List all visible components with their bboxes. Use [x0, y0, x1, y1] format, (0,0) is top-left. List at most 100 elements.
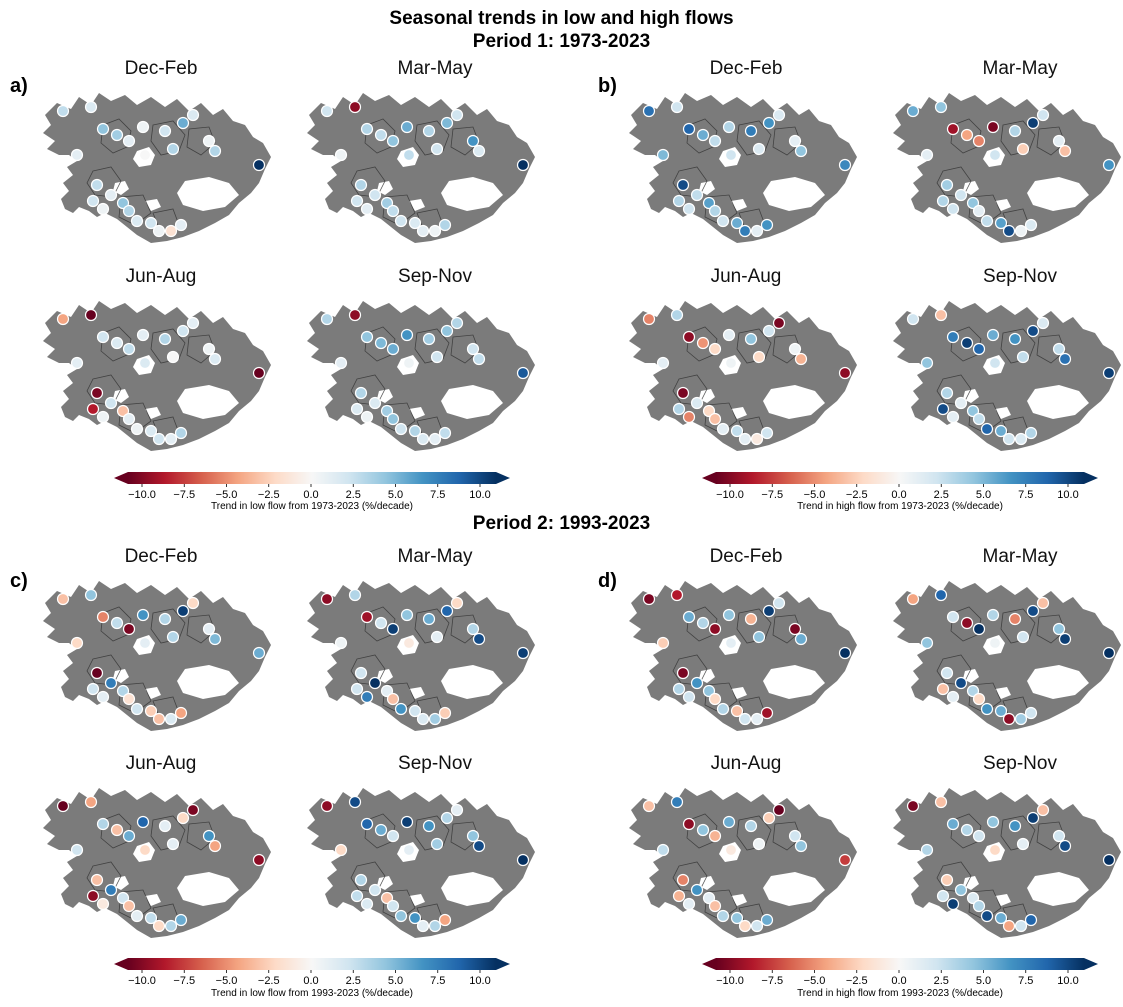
station-marker	[56, 592, 70, 606]
station-marker	[738, 224, 752, 238]
station-marker	[394, 702, 408, 716]
station-marker	[672, 889, 686, 903]
map-d-mam	[893, 581, 1121, 731]
station-marker	[1008, 612, 1022, 626]
station-marker	[752, 837, 766, 851]
map-b-mam-glacier	[995, 199, 1011, 211]
station-marker	[164, 712, 178, 726]
station-marker	[202, 134, 216, 148]
station-marker	[986, 328, 1000, 342]
station-marker	[96, 897, 110, 911]
map-a-jja-land	[43, 301, 271, 451]
station-marker	[428, 919, 442, 933]
colorbar-caption-c: Trend in low flow from 1993-2023 (%/deca…	[211, 988, 413, 999]
station-marker	[430, 837, 444, 851]
map-b-jja-glacier	[699, 389, 715, 403]
colorbar-extend-high	[1084, 958, 1098, 970]
map-a-son-glacier	[409, 407, 425, 419]
station-marker	[320, 312, 334, 326]
map-b-mam-catchment-outline	[950, 118, 982, 154]
station-marker	[136, 328, 150, 342]
station-marker	[752, 350, 766, 364]
station-marker	[516, 646, 530, 660]
map-b-mam-glacier	[1027, 177, 1089, 211]
map-a-mam-land	[307, 93, 535, 243]
station-marker	[174, 706, 188, 720]
station-marker	[752, 630, 766, 644]
station-marker	[252, 853, 266, 867]
station-marker	[84, 100, 98, 114]
station-marker	[750, 432, 764, 446]
station-marker	[772, 596, 786, 610]
station-marker	[1016, 630, 1030, 644]
station-marker	[86, 889, 100, 903]
station-marker	[428, 224, 442, 238]
station-marker	[1016, 350, 1030, 364]
map-a-jja-glacier	[177, 385, 239, 419]
colorbar-tick-label: 0.0	[303, 975, 318, 987]
station-marker	[1002, 432, 1016, 446]
station-marker	[986, 608, 1000, 622]
map-a-son-catchment-outline	[450, 334, 480, 364]
station-marker	[466, 622, 480, 636]
station-marker	[252, 158, 266, 172]
map-b-mam-glacier	[963, 181, 979, 195]
map-a-djf-glacier	[49, 183, 63, 191]
station-marker	[656, 148, 670, 162]
map-a-son-glacier	[441, 385, 503, 419]
station-marker	[838, 646, 852, 660]
station-marker	[368, 676, 382, 690]
map-b-jja-catchment-outline	[704, 402, 738, 434]
period1-title: Period 1: 1973-2023	[472, 31, 651, 52]
season-label-d-mam: Mar-May	[982, 546, 1058, 567]
station-marker	[450, 803, 464, 817]
map-a-jja-catchment-outline	[150, 328, 186, 364]
map-a-son-land	[307, 301, 535, 451]
colorbar-tick-label: −10.0	[716, 489, 744, 501]
station-marker	[682, 122, 696, 136]
map-b-son-glacier	[1027, 385, 1089, 419]
station-marker	[1036, 803, 1050, 817]
colorbar-tick-label: 2.5	[934, 975, 949, 987]
station-marker	[354, 873, 368, 887]
station-marker	[360, 410, 374, 424]
colorbar-caption-d: Trend in high flow from 1993-2023 (%/dec…	[797, 988, 1003, 999]
map-c-mam-catchment-outline	[450, 614, 480, 644]
station-marker	[1058, 352, 1072, 366]
station-marker	[164, 919, 178, 933]
station-marker	[682, 690, 696, 704]
map-c-djf-catchment-outline	[118, 682, 152, 714]
station-marker	[1002, 919, 1016, 933]
station-marker	[708, 899, 722, 913]
station-marker	[690, 676, 704, 690]
station-marker	[642, 312, 656, 326]
panel-letter-d: d)	[598, 570, 617, 592]
map-b-jja	[629, 301, 857, 451]
station-marker	[208, 632, 222, 646]
map-d-son-catchment-outline	[1000, 815, 1036, 851]
station-marker	[394, 422, 408, 436]
colorbar-gradient	[128, 958, 496, 970]
station-marker	[438, 913, 452, 927]
map-c-son-catchment-outline	[364, 813, 396, 849]
station-marker	[408, 704, 422, 718]
station-marker	[402, 636, 416, 650]
map-c-jja-catchment-outline	[118, 889, 152, 921]
station-marker	[386, 622, 400, 636]
station-marker	[70, 843, 84, 857]
station-marker	[838, 158, 852, 172]
station-marker	[708, 622, 722, 636]
station-marker	[360, 610, 374, 624]
station-marker	[166, 837, 180, 851]
map-a-mam-glacier	[377, 181, 393, 195]
station-marker	[708, 134, 722, 148]
station-marker	[70, 636, 84, 650]
station-marker	[1052, 622, 1066, 636]
station-marker	[252, 646, 266, 660]
station-marker	[1036, 596, 1050, 610]
station-marker	[960, 128, 974, 142]
colorbar-tick-label: 2.5	[346, 975, 361, 987]
station-marker	[368, 883, 382, 897]
station-marker	[202, 829, 216, 843]
station-marker	[96, 817, 110, 831]
